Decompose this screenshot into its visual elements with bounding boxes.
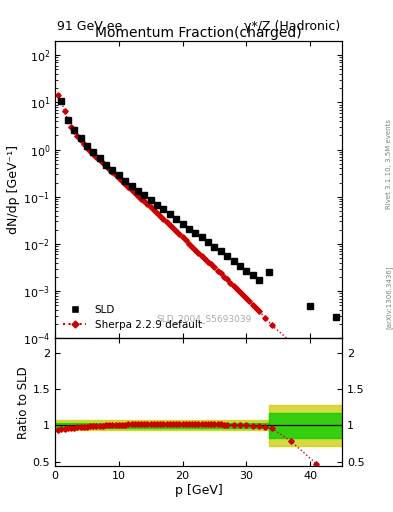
Text: γ*/Z (Hadronic): γ*/Z (Hadronic) (244, 20, 340, 33)
Text: SLD_2004_S5693039: SLD_2004_S5693039 (156, 314, 252, 324)
Y-axis label: Ratio to SLD: Ratio to SLD (17, 366, 30, 439)
Y-axis label: dN/dp [GeV⁻¹]: dN/dp [GeV⁻¹] (7, 145, 20, 234)
Legend: SLD, Sherpa 2.2.9 default: SLD, Sherpa 2.2.9 default (60, 302, 205, 333)
Text: [arXiv:1306.3436]: [arXiv:1306.3436] (386, 265, 392, 329)
X-axis label: p [GeV]: p [GeV] (174, 483, 222, 497)
Title: Momentum Fraction(charged): Momentum Fraction(charged) (95, 26, 302, 40)
Text: Rivet 3.1.10, 3.5M events: Rivet 3.1.10, 3.5M events (386, 119, 392, 209)
Text: 91 GeV ee: 91 GeV ee (57, 20, 122, 33)
